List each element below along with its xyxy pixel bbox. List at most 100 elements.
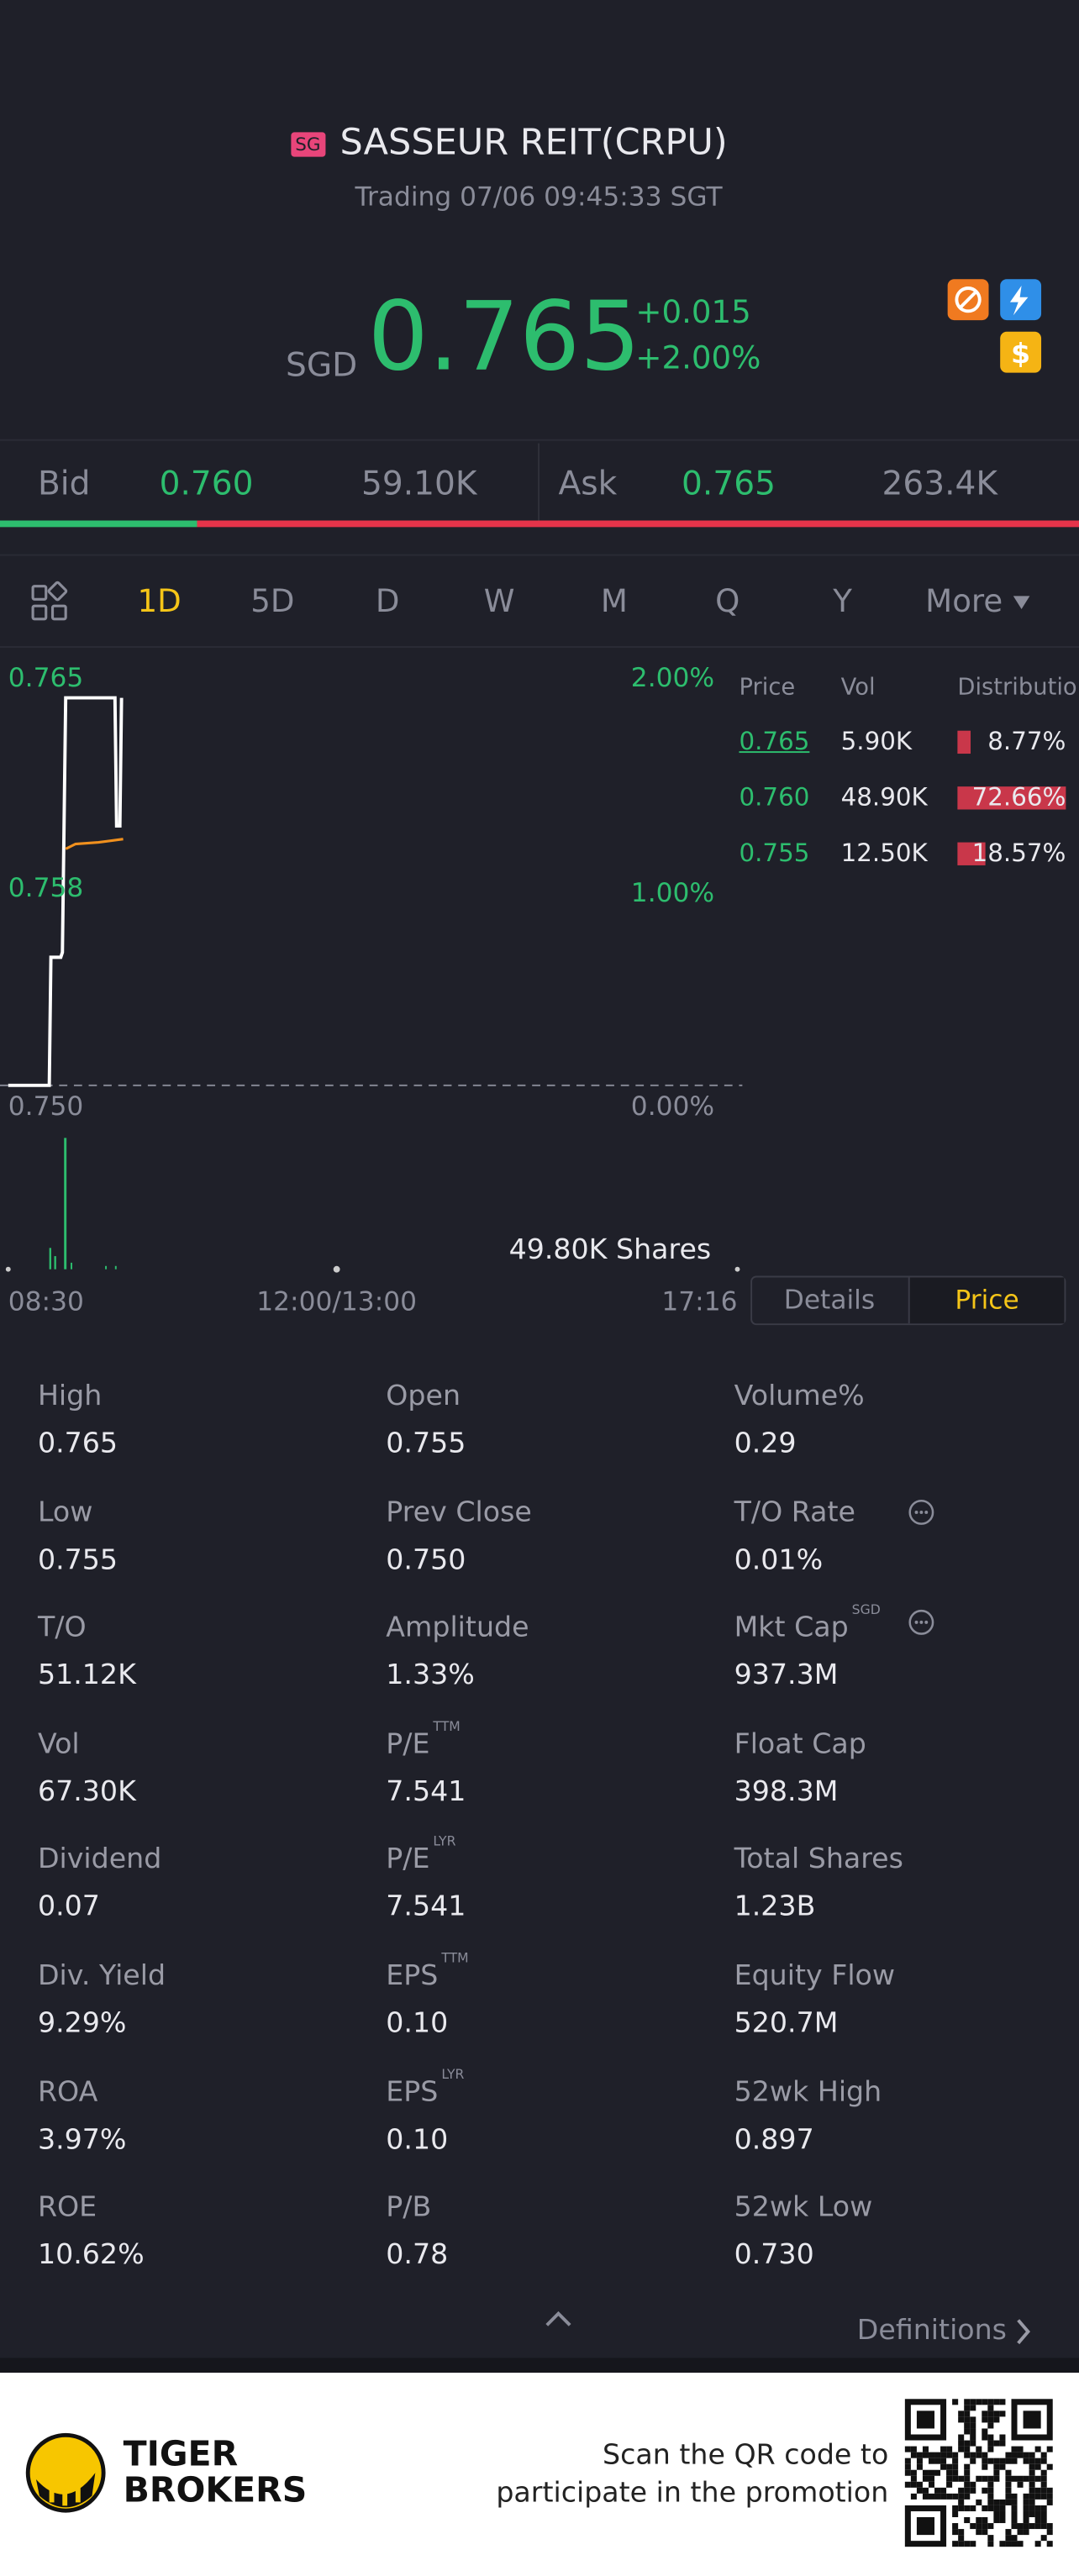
stat-superscript: LYR <box>433 1834 456 1850</box>
qr-module <box>1023 2458 1029 2464</box>
qr-module <box>1017 2452 1024 2458</box>
qr-module <box>999 2440 1006 2447</box>
qr-module <box>1034 2463 1041 2470</box>
period-tab[interactable]: Y <box>833 583 852 620</box>
distribution-volume: 5.90K <box>840 726 913 756</box>
promo-text: participate in the promotion <box>496 2477 889 2510</box>
stat-value: 7.541 <box>386 1775 466 1809</box>
qr-module <box>982 2452 988 2458</box>
stat-superscript: SGD <box>851 1602 881 1618</box>
qr-module <box>1046 2446 1053 2452</box>
qr-module <box>1023 2452 1029 2458</box>
stat-label: Open <box>386 1380 461 1413</box>
stat-value: 1.23B <box>734 1891 816 1925</box>
icon-glyph <box>1009 286 1029 316</box>
qr-module <box>1034 2517 1041 2524</box>
distribution-price: 0.755 <box>739 838 810 868</box>
qr-module <box>1017 2529 1024 2536</box>
qr-module <box>999 2505 1006 2511</box>
qr-module <box>928 2469 935 2476</box>
qr-code <box>904 2399 1053 2547</box>
qr-module <box>964 2399 971 2405</box>
qr-module <box>964 2446 971 2452</box>
qr-module <box>946 2446 953 2452</box>
qr-module <box>970 2405 976 2411</box>
distribution-bar <box>957 730 971 754</box>
qr-module <box>993 2517 1000 2524</box>
qr-module <box>952 2505 959 2511</box>
qr-module <box>987 2475 994 2482</box>
qr-module <box>1040 2487 1047 2494</box>
qr-module <box>1023 2505 1029 2511</box>
qr-module <box>952 2493 959 2500</box>
currency: SGD <box>286 344 358 385</box>
qr-module <box>1029 2475 1035 2482</box>
price-change: +0.015 <box>635 294 751 331</box>
stat-label: P/E <box>386 1843 430 1877</box>
qr-module <box>958 2410 965 2417</box>
qr-module <box>1011 2458 1018 2464</box>
grid-icon[interactable] <box>31 581 68 621</box>
distribution-percent: 72.66% <box>971 782 1066 812</box>
qr-module <box>1023 2510 1029 2518</box>
footer-bg <box>0 2373 1079 2576</box>
qr-module <box>982 2410 988 2417</box>
qr-module <box>1011 2446 1018 2452</box>
qr-module <box>987 2523 994 2530</box>
period-tab[interactable]: More <box>925 583 1003 620</box>
qr-module <box>910 2446 917 2452</box>
definitions-link[interactable]: Definitions <box>856 2314 1008 2347</box>
qr-module <box>952 2475 959 2482</box>
period-tab[interactable]: Q <box>715 583 740 620</box>
collapse-chevron[interactable] <box>545 2311 571 2326</box>
logo-stripes <box>49 2485 81 2506</box>
qr-module <box>1011 2517 1018 2524</box>
stat-label: Float Cap <box>734 1727 866 1761</box>
info-icon[interactable] <box>908 1499 934 1635</box>
period-tab[interactable]: M <box>600 583 628 620</box>
icon-glyph <box>958 290 978 309</box>
stat-label: Low <box>37 1496 93 1529</box>
qr-module <box>987 2422 994 2429</box>
qr-module <box>976 2446 982 2452</box>
stat-value: 0.07 <box>37 1891 100 1925</box>
stat-label: Total Shares <box>734 1843 903 1877</box>
qr-module <box>1011 2499 1018 2505</box>
qr-module <box>916 2517 935 2536</box>
percent-axis-label: 1.00% <box>630 876 715 908</box>
period-tab[interactable]: D <box>375 583 400 620</box>
qr-module <box>934 2493 941 2500</box>
period-tab[interactable]: 1D <box>137 583 182 620</box>
qr-module <box>1029 2523 1035 2530</box>
qr-module <box>1040 2510 1047 2518</box>
stat-label: Volume% <box>734 1380 865 1413</box>
toggle-active[interactable] <box>909 1277 1065 1324</box>
distribution-price: 0.760 <box>739 782 810 812</box>
qr-module <box>910 2481 917 2488</box>
stat-value: 0.29 <box>734 1427 797 1461</box>
qr-module <box>982 2517 988 2524</box>
distribution-header: Price <box>739 675 796 702</box>
period-tab[interactable]: 5D <box>250 583 295 620</box>
qr-module <box>1017 2446 1024 2452</box>
qr-module <box>970 2440 976 2447</box>
details-tab[interactable]: Details <box>783 1284 876 1316</box>
period-tab[interactable]: W <box>483 583 515 620</box>
qr-module <box>987 2410 994 2417</box>
qr-module <box>1040 2475 1047 2482</box>
qr-module <box>1046 2541 1053 2547</box>
qr-module <box>922 2487 929 2494</box>
icon-yellow[interactable] <box>1000 331 1042 373</box>
bid-size: 59.10K <box>361 463 477 503</box>
qr-module <box>952 2463 959 2470</box>
price-tab[interactable]: Price <box>955 1284 1019 1316</box>
qr-module <box>976 2517 982 2524</box>
ask-price: 0.765 <box>682 463 776 503</box>
qr-module <box>1017 2523 1024 2530</box>
stat-value: 937.3M <box>734 1659 839 1693</box>
qr-module <box>1034 2505 1041 2511</box>
qr-module <box>958 2434 965 2441</box>
qr-module <box>946 2463 953 2470</box>
stat-label: High <box>37 1380 103 1413</box>
